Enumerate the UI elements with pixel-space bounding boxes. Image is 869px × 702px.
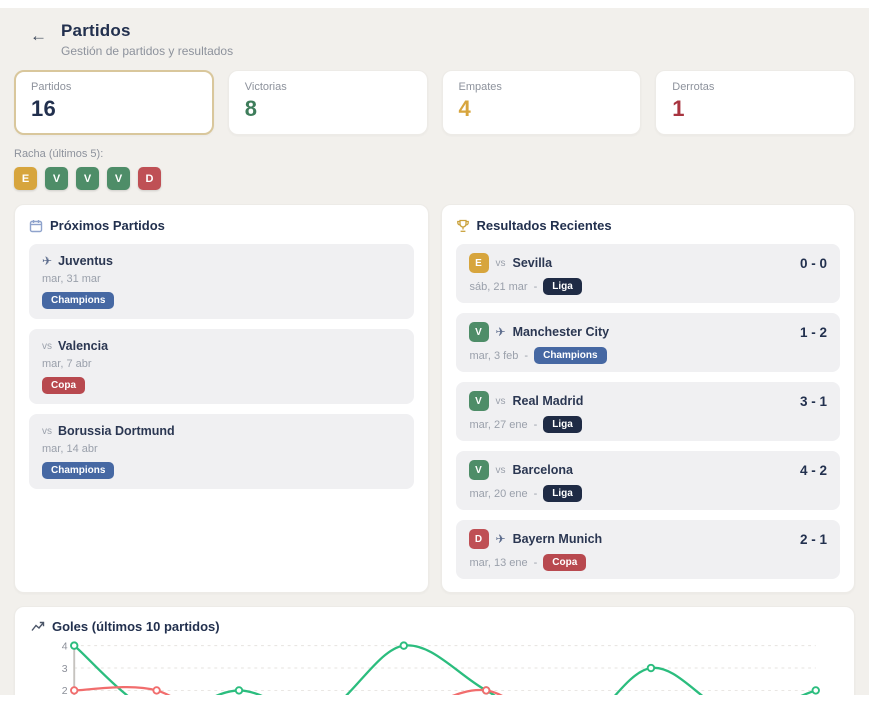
stat-value: 16 — [31, 96, 57, 121]
recent-results-panel: Resultados Recientes E vs Sevilla 0 - 0 … — [440, 204, 855, 593]
match-date: mar, 20 ene — [469, 487, 528, 500]
page-header: ← Partidos Gestión de partidos y resulta… — [14, 8, 855, 58]
team-name: Real Madrid — [512, 394, 584, 408]
upcoming-match-row[interactable]: vs Valencia mar, 7 abr Copa — [29, 329, 414, 404]
result-row[interactable]: D ✈ Bayern Munich 2 - 1 mar, 13 ene - Co… — [455, 520, 840, 579]
stat-card-empates[interactable]: Empates 4 — [441, 70, 642, 135]
separator: - — [524, 349, 529, 362]
vs-label: vs — [42, 340, 52, 352]
competition-badge: Copa — [42, 377, 85, 394]
page-subtitle: Gestión de partidos y resultados — [61, 44, 234, 58]
goals-line-chart: 0123420 ene13 ene6 ene30 dic23 dic16 dic… — [62, 641, 820, 695]
separator: - — [533, 487, 538, 500]
streak-badge: E — [14, 167, 37, 190]
stat-value: 8 — [244, 96, 258, 121]
results-panel-title: Resultados Recientes — [476, 218, 612, 233]
upcoming-matches-panel: Próximos Partidos ✈ Juventus mar, 31 mar… — [14, 204, 429, 593]
stats-row: Partidos 16 Victorias 8 Empates 4 Derrot… — [14, 70, 855, 135]
competition-badge: Liga — [543, 416, 582, 433]
vs-label: vs — [495, 257, 506, 269]
result-row[interactable]: V vs Real Madrid 3 - 1 mar, 27 ene - Lig… — [455, 382, 840, 441]
svg-text:4: 4 — [62, 641, 68, 652]
match-date: sáb, 21 mar — [469, 280, 528, 293]
away-plane-icon: ✈ — [495, 325, 506, 339]
stat-label: Victorias — [244, 81, 287, 93]
stat-label: Derrotas — [672, 81, 715, 93]
match-date: mar, 13 ene — [469, 556, 528, 569]
team-name: Valencia — [58, 339, 109, 353]
team-name: Juventus — [58, 254, 113, 268]
match-score: 0 - 0 — [799, 255, 827, 271]
competition-badge: Champions — [534, 347, 607, 364]
match-date: mar, 27 ene — [469, 418, 528, 431]
svg-text:3: 3 — [62, 664, 68, 675]
vs-label: vs — [42, 425, 52, 437]
match-score: 1 - 2 — [799, 324, 827, 340]
result-badge: V — [468, 460, 489, 480]
result-row[interactable]: V vs Barcelona 4 - 2 mar, 20 ene - Liga — [455, 451, 840, 510]
match-date: mar, 3 feb — [469, 349, 519, 362]
stat-card-victorias[interactable]: Victorias 8 — [227, 70, 428, 135]
team-name: Bayern Munich — [512, 532, 603, 546]
page-title: Partidos — [61, 21, 131, 40]
vs-label: vs — [495, 464, 506, 476]
match-score: 3 - 1 — [799, 393, 827, 409]
stat-value: 1 — [672, 96, 685, 121]
vs-label: vs — [495, 395, 506, 407]
stat-value: 4 — [458, 96, 472, 121]
streak-badge: D — [138, 167, 161, 190]
competition-badge: Champions — [42, 462, 115, 479]
competition-badge: Copa — [543, 554, 587, 571]
result-badge: V — [468, 322, 489, 342]
upcoming-panel-title: Próximos Partidos — [50, 218, 165, 233]
match-date: mar, 31 mar — [42, 273, 101, 285]
away-plane-icon: ✈ — [495, 532, 506, 546]
svg-text:2: 2 — [62, 686, 68, 695]
chart-title: Goles (últimos 10 partidos) — [52, 619, 220, 634]
back-button[interactable]: ← — [30, 26, 47, 45]
streak-label: Racha (últimos 5): — [14, 148, 104, 160]
stat-label: Partidos — [31, 81, 72, 93]
trend-line-icon — [31, 621, 45, 631]
streak-badges: E V V V D — [14, 167, 855, 190]
match-date: mar, 7 abr — [42, 358, 92, 370]
result-row[interactable]: V ✈ Manchester City 1 - 2 mar, 3 feb - C… — [455, 313, 840, 372]
goals-chart-panel: Goles (últimos 10 partidos) 0123420 ene1… — [14, 606, 855, 695]
result-badge: D — [468, 529, 489, 549]
match-score: 2 - 1 — [799, 531, 827, 547]
result-badge: V — [468, 391, 489, 411]
calendar-icon — [29, 219, 43, 232]
separator: - — [533, 418, 538, 431]
upcoming-match-row[interactable]: ✈ Juventus mar, 31 mar Champions — [29, 244, 414, 319]
separator: - — [533, 280, 538, 293]
trophy-icon — [456, 219, 469, 232]
streak-badge: V — [76, 167, 99, 190]
competition-badge: Liga — [543, 278, 582, 295]
team-name: Barcelona — [512, 463, 573, 477]
result-badge: E — [468, 253, 489, 273]
match-score: 4 - 2 — [799, 462, 827, 478]
streak-badge: V — [107, 167, 130, 190]
match-date: mar, 14 abr — [42, 443, 98, 455]
result-row[interactable]: E vs Sevilla 0 - 0 sáb, 21 mar - Liga — [455, 244, 840, 303]
separator: - — [533, 556, 538, 569]
stat-label: Empates — [458, 81, 502, 93]
team-name: Sevilla — [512, 256, 553, 270]
page-canvas: ← Partidos Gestión de partidos y resulta… — [0, 8, 869, 695]
competition-badge: Liga — [543, 485, 582, 502]
stat-card-partidos[interactable]: Partidos 16 — [14, 70, 214, 135]
competition-badge: Champions — [42, 292, 115, 309]
away-plane-icon: ✈ — [42, 254, 53, 268]
team-name: Borussia Dortmund — [58, 424, 175, 438]
streak-badge: V — [45, 167, 68, 190]
team-name: Manchester City — [512, 325, 610, 339]
streak-section: Racha (últimos 5): E V V V D — [14, 148, 855, 190]
upcoming-match-row[interactable]: vs Borussia Dortmund mar, 14 abr Champio… — [29, 414, 414, 489]
stat-card-derrotas[interactable]: Derrotas 1 — [655, 70, 855, 135]
